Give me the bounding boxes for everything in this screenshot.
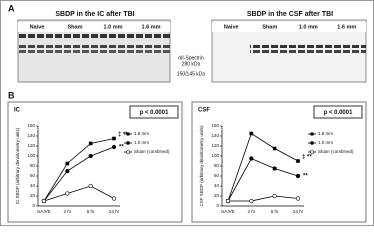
- lane-header: [212, 22, 366, 32]
- point: [88, 183, 93, 189]
- point: [88, 141, 93, 146]
- point: [41, 198, 47, 204]
- legend-marker: [310, 132, 314, 136]
- series-line: [227, 157, 299, 202]
- y-tick-label: 80: [214, 163, 220, 168]
- y-axis-label: IC SBDP (arbitrary densitometry units): [15, 127, 20, 204]
- x-tick-label: 6 hr: [87, 209, 95, 214]
- y-tick-label: 40: [30, 183, 36, 188]
- y-axis-label: CSF SBDP (arbitrary densitometry units): [199, 125, 204, 206]
- point: [65, 161, 70, 166]
- chart-title: IC: [14, 108, 21, 114]
- point: [272, 193, 277, 199]
- y-tick-label: 160: [27, 123, 35, 128]
- point: [272, 166, 277, 171]
- lane-label: Sham: [262, 24, 277, 30]
- lane-header: [18, 22, 170, 32]
- marker-label: 280 kDa: [182, 61, 201, 67]
- point: [295, 196, 301, 201]
- figure: A SBDP in the IC after TBI SBDP in the C…: [0, 0, 374, 226]
- annotation: **: [119, 145, 124, 151]
- point: [295, 173, 301, 179]
- point: [249, 156, 254, 161]
- y-tick-label: 120: [211, 143, 219, 148]
- point: [65, 191, 70, 196]
- y-tick-label: 140: [211, 133, 219, 138]
- point: [225, 198, 231, 204]
- annotation: **: [307, 155, 312, 161]
- lane-label: 1.6 mm: [142, 24, 161, 30]
- point: [249, 131, 254, 136]
- y-tick-label: 100: [27, 153, 35, 158]
- x-tick-label: 2 hr: [63, 209, 71, 214]
- point: [296, 159, 300, 163]
- lane-label: Naive: [224, 24, 239, 30]
- legend-marker: [310, 141, 314, 145]
- marker-label: 150/145 kDa: [177, 71, 206, 77]
- x-tick-label: 24 hr: [109, 209, 120, 214]
- y-tick-label: 160: [211, 123, 219, 128]
- point: [112, 136, 116, 141]
- y-tick-label: 0: [216, 203, 219, 208]
- x-tick-label: NAIVE: [221, 209, 235, 214]
- chart-frame: [7, 101, 183, 223]
- lane-label: Naive: [30, 24, 45, 30]
- y-tick-label: 0: [32, 203, 35, 208]
- chart-title: CSF: [198, 108, 210, 114]
- x-tick-label: 6 hr: [271, 209, 279, 214]
- series-line: [43, 146, 115, 202]
- legend-label: 1.0 mm: [134, 140, 149, 145]
- series-line: [227, 132, 299, 202]
- legend-label: 1.0 mm: [318, 140, 333, 145]
- series-line: [43, 138, 115, 202]
- legend-marker: [126, 141, 130, 145]
- legend-marker: [126, 150, 130, 154]
- series-line: [228, 195, 299, 202]
- legend-label: 1.6 mm: [134, 131, 149, 136]
- point: [88, 153, 93, 159]
- blot-title: SBDP in the IC after TBI: [55, 11, 134, 18]
- lane-label: 1.6 mm: [337, 24, 356, 30]
- series-line: [43, 185, 115, 202]
- y-tick-label: 100: [211, 153, 219, 158]
- point: [249, 198, 254, 204]
- blot-title: SBDP in the CSF after TBI: [247, 11, 333, 18]
- point: [272, 146, 277, 151]
- p-value: p < 0.0001: [324, 110, 354, 116]
- y-tick-label: 40: [214, 183, 220, 188]
- annotation: **: [303, 174, 308, 180]
- annotation: ‡: [302, 155, 305, 161]
- p-value-box: [313, 105, 363, 119]
- y-tick-label: 60: [214, 173, 220, 178]
- y-tick-label: 60: [30, 173, 36, 178]
- lane-label: 1.0 mm: [104, 24, 123, 30]
- point: [65, 168, 70, 174]
- y-tick-label: 80: [30, 163, 36, 168]
- y-tick-label: 140: [27, 133, 35, 138]
- panel-label: B: [8, 90, 15, 100]
- p-value-box: [129, 105, 179, 119]
- point: [111, 144, 117, 150]
- legend-marker: [310, 150, 314, 154]
- annotation: ‡: [118, 132, 121, 138]
- y-tick-label: 20: [30, 193, 36, 198]
- chart-frame: [191, 101, 367, 223]
- legend-label: Sham (combined): [318, 149, 354, 154]
- legend-marker: [126, 132, 130, 136]
- panel-label: A: [8, 3, 15, 13]
- lane-label: Sham: [68, 24, 83, 30]
- x-tick-label: NAIVE: [37, 209, 51, 214]
- annotation: **: [123, 132, 128, 138]
- point: [111, 196, 117, 201]
- x-tick-label: 2 hr: [247, 209, 255, 214]
- marker-label: αII-Spectrin: [178, 55, 204, 61]
- y-tick-label: 20: [214, 193, 220, 198]
- legend-label: Sham (combined): [134, 149, 170, 154]
- legend-label: 1.6 mm: [318, 131, 333, 136]
- lane-label: 1.0 mm: [299, 24, 318, 30]
- p-value: p < 0.0001: [140, 110, 170, 116]
- x-tick-label: 24 hr: [293, 209, 304, 214]
- y-tick-label: 120: [27, 143, 35, 148]
